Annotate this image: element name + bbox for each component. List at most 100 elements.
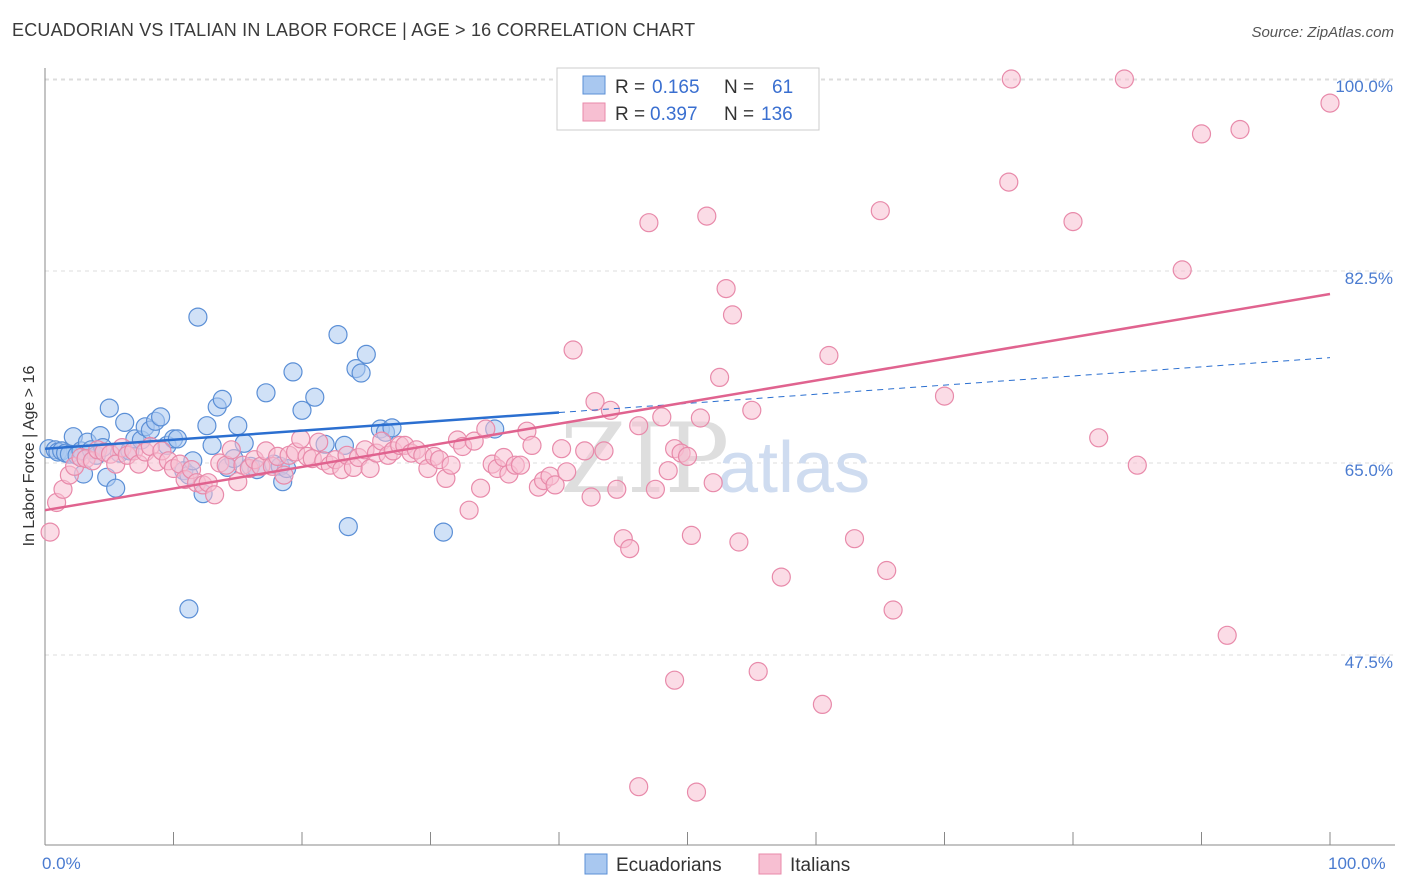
italian-point-90 [563,340,583,360]
ecuadorian-point-17 [106,478,126,498]
italian-point-91 [575,441,595,461]
italian-point-46 [309,432,329,452]
y-tick-label-3: 100.0% [1335,77,1393,96]
ecuadorian-point-36 [202,435,222,455]
italian-point-113 [722,305,743,325]
italian-point-106 [677,446,698,466]
legend-n-value-ecuadorians: 61 [772,77,793,98]
legend-n-label-1: N = [724,77,754,98]
legend: R = 0.165 N = 61 R = 0.397 N = 136 [556,67,820,131]
ecuadorian-point-50 [283,362,303,382]
legend-r-label-2: R = [615,104,645,125]
italian-point-127 [1089,428,1109,448]
grid-lines [45,78,1395,656]
italian-point-0 [40,522,60,542]
y-tick-label-2: 82.5% [1345,269,1393,288]
italian-point-124 [999,172,1019,192]
source-label: Source: ZipAtlas.com [1251,24,1394,41]
x-tick-label-max: 100.0% [1328,854,1386,873]
legend-n-label-2: N = [724,104,754,125]
legend-r-value-italians: 0.397 [650,104,698,125]
italian-point-74 [471,478,491,498]
italian-point-43 [291,429,311,449]
italian-point-69 [441,455,461,475]
chart-title: ECUADORIAN VS ITALIAN IN LABOR FORCE | A… [12,20,696,40]
italian-point-96 [607,479,627,499]
ecuadorian-point-19 [115,412,135,432]
italian-point-116 [771,567,791,587]
italian-point-101 [645,479,666,499]
italian-point-102 [652,407,672,427]
trend-line-italians [44,292,1331,512]
italian-point-119 [844,529,865,549]
bottom-legend-swatch-italians [758,853,782,875]
italian-point-139 [812,694,833,715]
italian-point-132 [1217,625,1237,645]
italian-point-83 [522,435,542,455]
trend-line-ecuadorians [44,411,560,450]
italian-point-89 [557,462,577,482]
bottom-legend-ecuadorians: Ecuadorians [616,855,722,876]
italian-point-136 [748,661,768,682]
italian-point-118 [819,345,839,366]
italian-point-94 [594,441,614,461]
legend-swatch-ecuadorians [582,75,606,95]
ecuadorian-point-58 [351,363,371,383]
ecuadorian-point-41 [228,416,248,436]
italian-point-88 [551,439,572,459]
italian-point-107 [681,525,702,546]
italian-point-128 [1114,69,1135,89]
bottom-legend: Ecuadorians Italians [584,853,850,876]
italian-point-98 [620,538,640,559]
ecuadorian-point-56 [338,516,358,537]
italian-point-75 [476,419,496,439]
ecuadorian-point-38 [212,389,232,409]
italian-point-92 [581,487,601,507]
y-axis-label: In Labor Force | Age > 16 [21,366,38,547]
italian-point-111 [709,367,730,387]
bottom-legend-swatch-ecuadorians [584,853,608,875]
trend-lines [44,292,1331,512]
ecuadorian-point-16 [99,398,119,418]
bottom-legend-italians: Italians [790,855,850,876]
ecuadorian-point-65 [179,599,199,619]
series-italians [40,69,1340,802]
italian-point-110 [703,473,723,493]
italian-point-72 [459,500,479,520]
legend-n-value-italians: 136 [761,104,793,125]
italian-point-31 [221,440,241,460]
italian-point-134 [1320,93,1340,113]
italian-point-99 [629,416,649,436]
ecuadorian-point-54 [328,325,348,345]
ecuadorian-point-52 [305,387,325,407]
italian-point-108 [690,408,711,428]
x-tick-label-min: 0.0% [42,854,81,873]
italian-point-125 [1001,69,1021,89]
italian-point-121 [877,560,897,581]
italian-point-130 [1172,260,1192,280]
ecuadorian-point-35 [197,416,217,436]
italian-point-115 [742,400,762,420]
y-tick-label-0: 47.5% [1345,653,1393,672]
x-ticks [44,832,1331,845]
italian-point-129 [1127,455,1147,475]
italian-point-109 [697,206,717,226]
legend-swatch-italians [582,102,606,122]
italian-point-133 [1230,119,1250,140]
ecuadorian-point-33 [188,307,208,327]
legend-r-value-ecuadorians: 0.165 [652,77,700,98]
italian-point-120 [870,201,890,221]
italian-point-131 [1191,124,1212,144]
ecuadorian-point-63 [433,522,453,542]
watermark-atlas: atlas [718,428,870,508]
italian-point-81 [510,455,531,475]
italian-point-100 [639,213,659,233]
trend-line-ecuadorians-extension [558,357,1331,414]
italian-point-138 [664,670,685,690]
italian-point-122 [883,600,903,620]
ecuadorian-point-51 [292,400,312,420]
italian-point-123 [934,386,955,406]
italian-point-114 [729,532,749,552]
ecuadorian-point-26 [151,407,171,427]
